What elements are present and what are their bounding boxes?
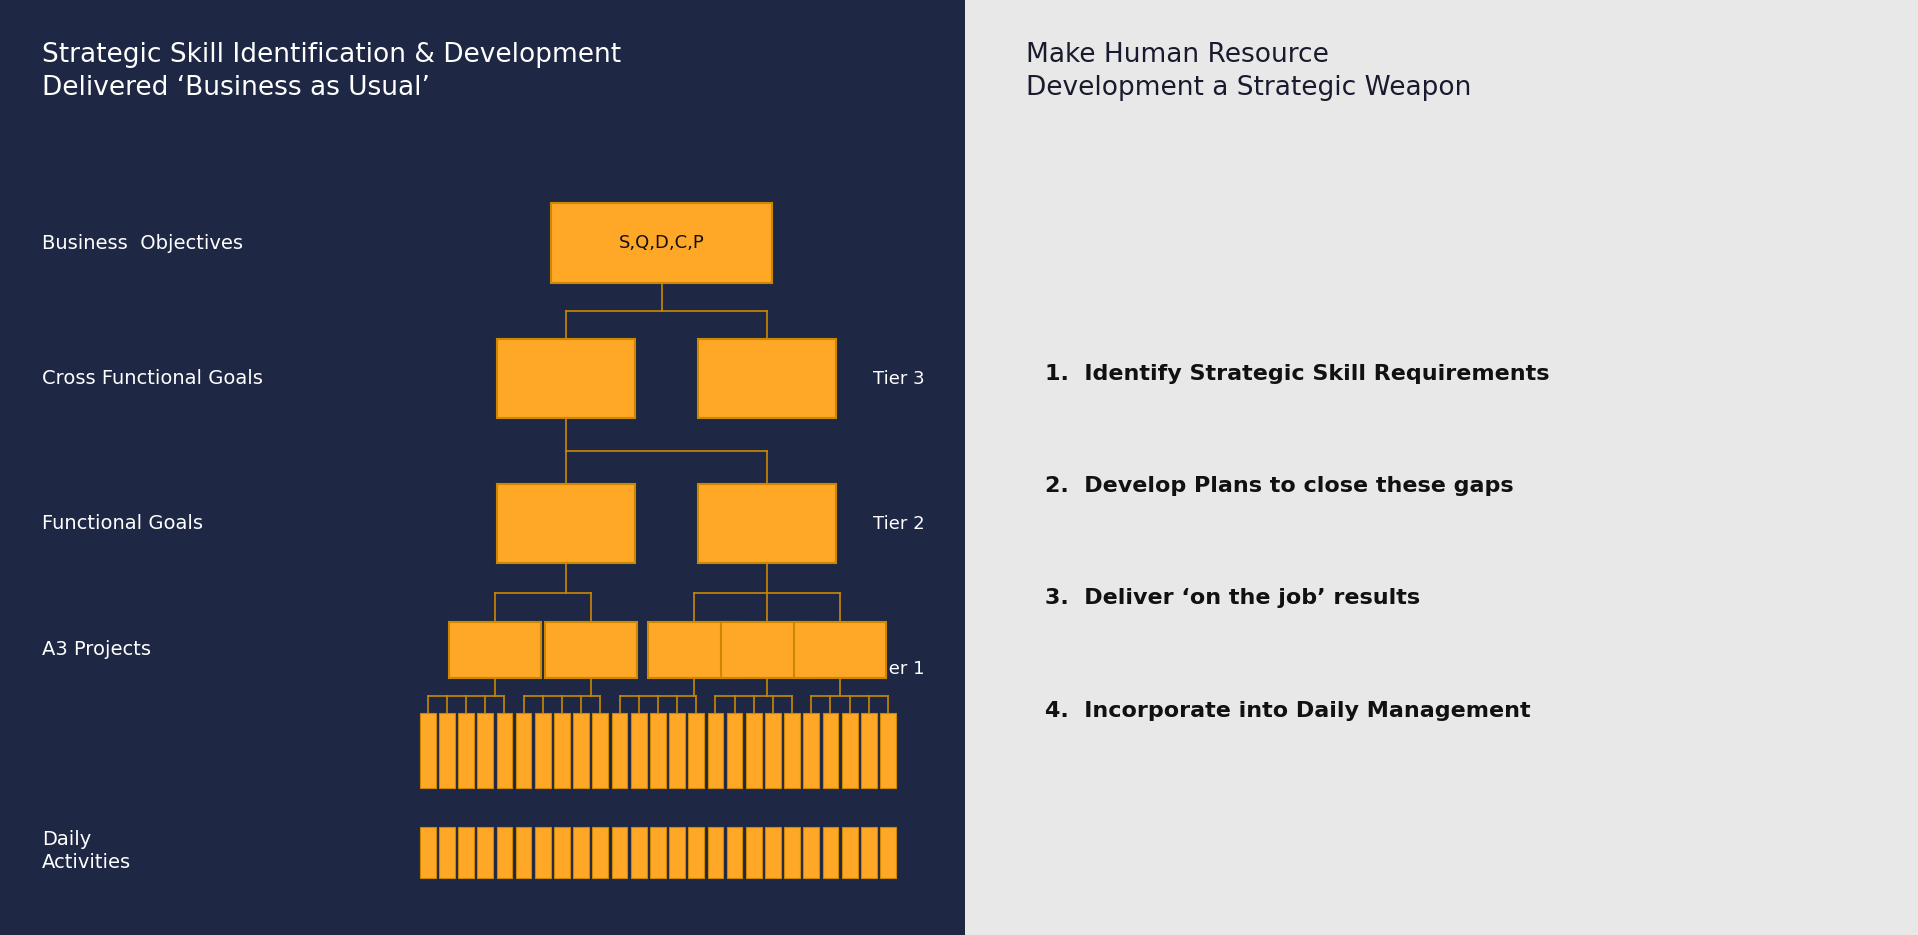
- Text: A3 Projects: A3 Projects: [42, 640, 152, 659]
- Text: Daily
Activities: Daily Activities: [42, 829, 130, 872]
- Text: Cross Functional Goals: Cross Functional Goals: [42, 369, 263, 388]
- FancyBboxPatch shape: [689, 713, 704, 788]
- FancyBboxPatch shape: [631, 827, 646, 879]
- FancyBboxPatch shape: [698, 484, 836, 563]
- FancyBboxPatch shape: [708, 713, 723, 788]
- FancyBboxPatch shape: [765, 713, 781, 788]
- Text: Business  Objectives: Business Objectives: [42, 234, 244, 252]
- FancyBboxPatch shape: [861, 827, 877, 879]
- FancyBboxPatch shape: [746, 713, 761, 788]
- Text: 1.  Identify Strategic Skill Requirements: 1. Identify Strategic Skill Requirements: [1045, 364, 1550, 384]
- FancyBboxPatch shape: [554, 827, 570, 879]
- FancyBboxPatch shape: [689, 827, 704, 879]
- Text: 3.  Deliver ‘on the job’ results: 3. Deliver ‘on the job’ results: [1045, 588, 1421, 609]
- FancyBboxPatch shape: [573, 827, 589, 879]
- FancyBboxPatch shape: [784, 713, 800, 788]
- Text: Tier 3: Tier 3: [873, 369, 924, 388]
- FancyBboxPatch shape: [880, 713, 896, 788]
- FancyBboxPatch shape: [842, 713, 857, 788]
- Text: Tier 1: Tier 1: [873, 659, 924, 678]
- FancyBboxPatch shape: [516, 827, 531, 879]
- FancyBboxPatch shape: [669, 827, 685, 879]
- FancyBboxPatch shape: [842, 827, 857, 879]
- FancyBboxPatch shape: [458, 827, 474, 879]
- FancyBboxPatch shape: [648, 622, 740, 678]
- FancyBboxPatch shape: [650, 713, 666, 788]
- FancyBboxPatch shape: [420, 713, 435, 788]
- FancyBboxPatch shape: [458, 713, 474, 788]
- FancyBboxPatch shape: [0, 0, 965, 935]
- Text: Functional Goals: Functional Goals: [42, 514, 203, 533]
- FancyBboxPatch shape: [965, 0, 1918, 935]
- FancyBboxPatch shape: [420, 827, 435, 879]
- FancyBboxPatch shape: [765, 827, 781, 879]
- FancyBboxPatch shape: [545, 622, 637, 678]
- FancyBboxPatch shape: [612, 713, 627, 788]
- FancyBboxPatch shape: [823, 827, 838, 879]
- FancyBboxPatch shape: [698, 338, 836, 419]
- FancyBboxPatch shape: [880, 827, 896, 879]
- FancyBboxPatch shape: [535, 827, 550, 879]
- FancyBboxPatch shape: [497, 484, 635, 563]
- FancyBboxPatch shape: [631, 713, 646, 788]
- Text: Strategic Skill Identification & Development
Delivered ‘Business as Usual’: Strategic Skill Identification & Develop…: [42, 42, 621, 101]
- Text: S,Q,D,C,P: S,Q,D,C,P: [620, 234, 704, 252]
- FancyBboxPatch shape: [439, 713, 455, 788]
- FancyBboxPatch shape: [573, 713, 589, 788]
- FancyBboxPatch shape: [784, 827, 800, 879]
- FancyBboxPatch shape: [535, 713, 550, 788]
- FancyBboxPatch shape: [804, 713, 819, 788]
- Text: 4.  Incorporate into Daily Management: 4. Incorporate into Daily Management: [1045, 700, 1531, 721]
- FancyBboxPatch shape: [650, 827, 666, 879]
- FancyBboxPatch shape: [669, 713, 685, 788]
- FancyBboxPatch shape: [552, 204, 771, 282]
- FancyBboxPatch shape: [497, 338, 635, 419]
- FancyBboxPatch shape: [478, 827, 493, 879]
- FancyBboxPatch shape: [861, 713, 877, 788]
- Text: Make Human Resource
Development a Strategic Weapon: Make Human Resource Development a Strate…: [1026, 42, 1471, 101]
- FancyBboxPatch shape: [804, 827, 819, 879]
- FancyBboxPatch shape: [727, 713, 742, 788]
- FancyBboxPatch shape: [593, 827, 608, 879]
- FancyBboxPatch shape: [516, 713, 531, 788]
- FancyBboxPatch shape: [746, 827, 761, 879]
- FancyBboxPatch shape: [497, 827, 512, 879]
- FancyBboxPatch shape: [727, 827, 742, 879]
- Text: Tier 2: Tier 2: [873, 514, 924, 533]
- FancyBboxPatch shape: [497, 713, 512, 788]
- FancyBboxPatch shape: [554, 713, 570, 788]
- FancyBboxPatch shape: [794, 622, 886, 678]
- FancyBboxPatch shape: [449, 622, 541, 678]
- FancyBboxPatch shape: [439, 827, 455, 879]
- FancyBboxPatch shape: [478, 713, 493, 788]
- FancyBboxPatch shape: [593, 713, 608, 788]
- Text: 2.  Develop Plans to close these gaps: 2. Develop Plans to close these gaps: [1045, 476, 1513, 496]
- FancyBboxPatch shape: [708, 827, 723, 879]
- FancyBboxPatch shape: [612, 827, 627, 879]
- FancyBboxPatch shape: [721, 622, 813, 678]
- FancyBboxPatch shape: [823, 713, 838, 788]
